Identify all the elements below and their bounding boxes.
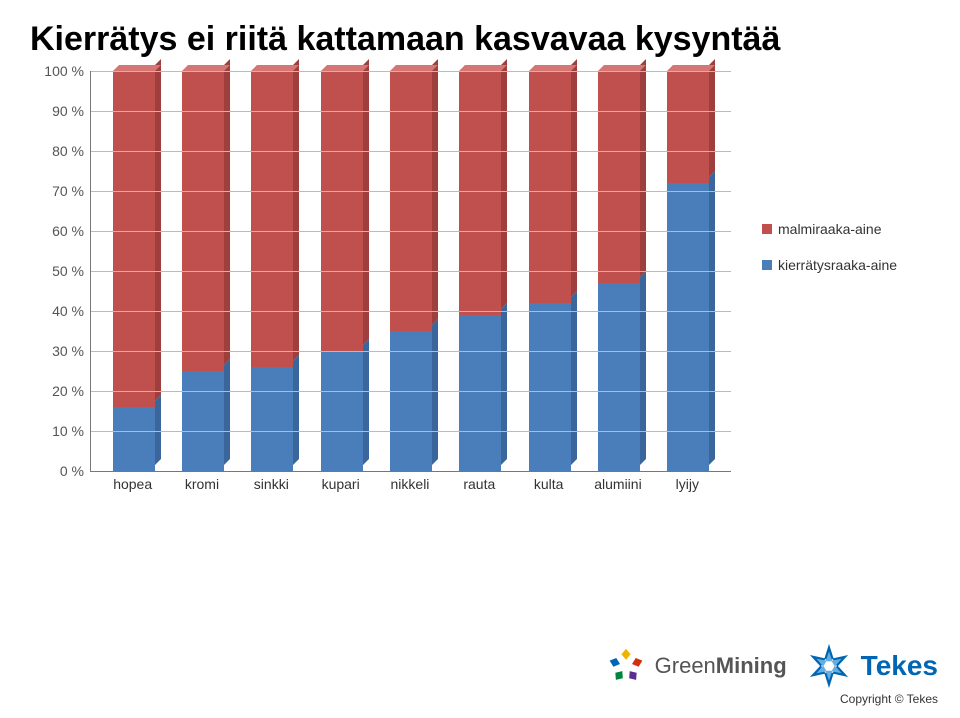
y-tick-label: 20 % xyxy=(52,383,84,399)
slide: Kierrätys ei riitä kattamaan kasvavaa ky… xyxy=(0,0,960,718)
bar-segment-kierratys xyxy=(459,315,501,471)
copyright-text: Copyright © Tekes xyxy=(605,692,938,706)
bar-segment-malmi xyxy=(598,71,640,283)
y-tick-label: 60 % xyxy=(52,223,84,239)
x-axis-label: kulta xyxy=(519,476,579,492)
y-tick-label: 100 % xyxy=(44,63,84,79)
gridline xyxy=(91,271,731,272)
plot-area xyxy=(90,71,731,472)
legend-item: malmiraaka-aine xyxy=(762,221,897,237)
green-mining-text-bold: Mining xyxy=(716,653,787,678)
legend-label: kierrätysraaka-aine xyxy=(778,257,897,273)
footer: GreenMining Tekes Copyright © Tekes xyxy=(605,642,938,706)
gridline xyxy=(91,311,731,312)
y-tick-label: 40 % xyxy=(52,303,84,319)
x-axis-label: lyijy xyxy=(657,476,717,492)
y-tick-label: 80 % xyxy=(52,143,84,159)
legend-item: kierrätysraaka-aine xyxy=(762,257,897,273)
bar-segment-malmi xyxy=(251,71,293,367)
x-axis-labels: hopea kromi sinkki kupari nikkeli rauta kultaa… xyxy=(90,476,730,492)
x-axis-label: kromi xyxy=(172,476,232,492)
bar-segment-malmi xyxy=(321,71,363,351)
x-axis-label: sinkki xyxy=(241,476,301,492)
bar-segment-kierratys xyxy=(113,407,155,471)
y-tick-label: 90 % xyxy=(52,103,84,119)
y-tick-label: 0 % xyxy=(60,463,84,479)
gridline xyxy=(91,431,731,432)
tekes-text: Tekes xyxy=(861,650,938,682)
green-mining-text-normal: Green xyxy=(655,653,716,678)
tekes-star-icon xyxy=(805,642,853,690)
gridline xyxy=(91,231,731,232)
green-mining-logo: GreenMining xyxy=(605,645,787,687)
gridline xyxy=(91,151,731,152)
bar-segment-kierratys xyxy=(321,351,363,471)
bar-segment-kierratys xyxy=(182,371,224,471)
legend-label: malmiraaka-aine xyxy=(778,221,881,237)
gridline xyxy=(91,191,731,192)
legend-swatch xyxy=(762,260,772,270)
y-tick-label: 10 % xyxy=(52,423,84,439)
page-title: Kierrätys ei riitä kattamaan kasvavaa ky… xyxy=(30,20,930,59)
logos-row: GreenMining Tekes xyxy=(605,642,938,690)
bar-segment-malmi xyxy=(529,71,571,303)
gridline xyxy=(91,351,731,352)
legend: malmiraaka-aine kierrätysraaka-aine xyxy=(762,221,897,293)
bar-segment-malmi xyxy=(459,71,501,315)
green-mining-text: GreenMining xyxy=(655,653,787,679)
x-axis-label: rauta xyxy=(449,476,509,492)
bar-segment-malmi xyxy=(113,71,155,407)
bar-segment-kierratys xyxy=(667,183,709,471)
x-axis-label: kupari xyxy=(311,476,371,492)
bar-segment-malmi xyxy=(667,71,709,183)
x-axis-label: hopea xyxy=(103,476,163,492)
x-axis-label: nikkeli xyxy=(380,476,440,492)
legend-swatch xyxy=(762,224,772,234)
bar-segment-kierratys xyxy=(390,331,432,471)
y-tick-label: 50 % xyxy=(52,263,84,279)
y-axis: 0 %10 %20 %30 %40 %50 %60 %70 %80 %90 %1… xyxy=(30,71,90,471)
gridline xyxy=(91,71,731,72)
tekes-logo: Tekes xyxy=(805,642,938,690)
chart-area: 0 %10 %20 %30 %40 %50 %60 %70 %80 %90 %1… xyxy=(30,71,930,511)
gridline xyxy=(91,111,731,112)
gridline xyxy=(91,391,731,392)
y-tick-label: 30 % xyxy=(52,343,84,359)
bar-segment-malmi xyxy=(182,71,224,371)
green-mining-icon xyxy=(605,645,647,687)
bar-segment-malmi xyxy=(390,71,432,331)
x-axis-label: alumiini xyxy=(588,476,648,492)
y-tick-label: 70 % xyxy=(52,183,84,199)
stacked-bar-chart: 0 %10 %20 %30 %40 %50 %60 %70 %80 %90 %1… xyxy=(30,71,750,511)
bar-segment-kierratys xyxy=(529,303,571,471)
bar-segment-kierratys xyxy=(251,367,293,471)
